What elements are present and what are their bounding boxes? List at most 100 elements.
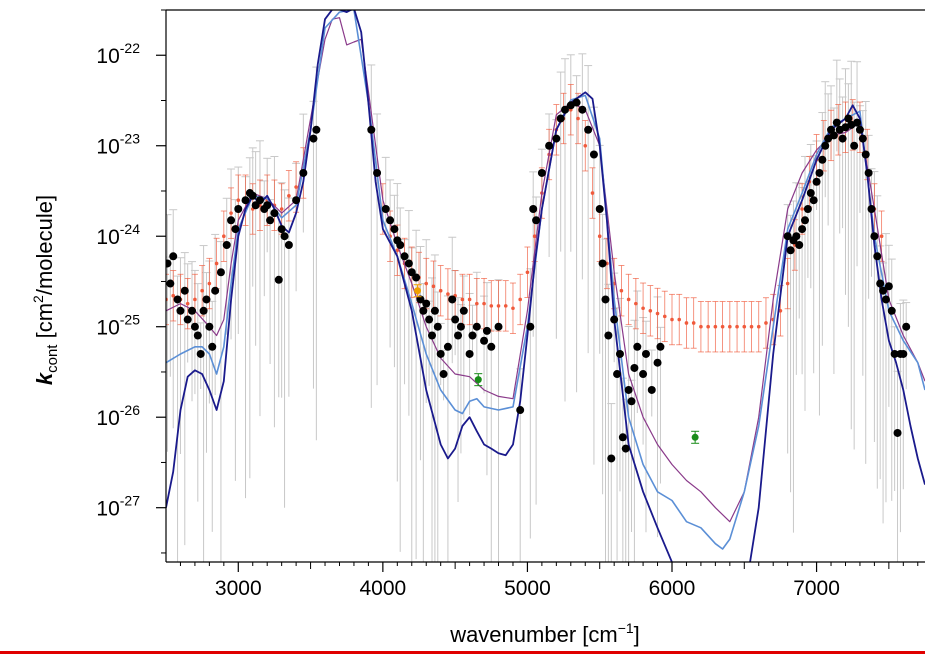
- black-data-point: [604, 331, 613, 340]
- x-tick-label: 4000: [359, 577, 406, 600]
- y-tick-label: 10-22: [96, 40, 140, 68]
- orange-point: [742, 324, 747, 329]
- black-data-point: [890, 349, 899, 358]
- orange-point: [699, 324, 703, 329]
- black-data-point: [809, 196, 818, 205]
- black-data-point: [537, 168, 546, 177]
- black-data-point: [870, 232, 879, 241]
- black-data-point: [864, 168, 873, 177]
- orange-point: [706, 324, 710, 329]
- black-data-point: [647, 385, 656, 394]
- black-data-point: [396, 240, 405, 249]
- black-data-point: [482, 326, 491, 335]
- black-data-point: [786, 246, 795, 255]
- black-data-point: [451, 315, 460, 324]
- y-tick-label: 10-26: [96, 402, 140, 430]
- orange-point: [431, 284, 436, 289]
- black-data-point: [627, 397, 636, 406]
- navy-line: [166, 10, 925, 562]
- orange-point: [634, 301, 638, 306]
- black-data-point: [443, 342, 452, 351]
- black-data-point: [610, 315, 619, 324]
- black-data-point: [381, 204, 390, 213]
- black-data-point: [234, 204, 243, 213]
- black-data-point: [867, 204, 876, 213]
- black-data-point: [169, 252, 178, 261]
- orange-point: [229, 211, 233, 215]
- black-data-point: [893, 428, 902, 437]
- black-data-point: [615, 349, 624, 358]
- black-data-point: [552, 134, 561, 143]
- black-data-point: [621, 444, 630, 453]
- black-data-point: [630, 363, 639, 372]
- orange-point: [583, 143, 588, 148]
- orange-point: [482, 301, 486, 306]
- orange-point: [518, 297, 522, 302]
- black-data-point: [176, 306, 185, 315]
- black-data-point: [556, 114, 565, 123]
- orange-point: [590, 191, 595, 195]
- black-data-point: [202, 295, 211, 304]
- black-data-point: [390, 225, 399, 234]
- black-data-point: [190, 322, 199, 331]
- black-data-point: [801, 216, 810, 225]
- gold-point: [414, 287, 422, 295]
- orange-point: [503, 304, 508, 308]
- black-data-point: [633, 342, 642, 351]
- black-data-point: [803, 204, 812, 213]
- axes: 3000 4000 5000 6000 7000 10-27 10-26 10-25 10-24…: [96, 9, 925, 600]
- black-data-point: [386, 216, 395, 225]
- black-data-point: [873, 252, 882, 261]
- black-data-point: [526, 322, 535, 331]
- orange-point: [171, 293, 176, 298]
- orange-point: [525, 270, 530, 275]
- black-data-point: [472, 322, 481, 331]
- black-data-point: [876, 279, 885, 288]
- orange-point: [597, 234, 602, 239]
- black-data-point: [448, 295, 457, 304]
- black-data-point: [231, 225, 240, 234]
- black-data-point: [309, 134, 318, 143]
- black-data-point: [312, 125, 321, 134]
- orange-point: [655, 311, 660, 316]
- black-data-point: [578, 105, 587, 114]
- black-data-point: [494, 322, 503, 331]
- black-data-point: [902, 322, 911, 331]
- black-data-point: [829, 131, 838, 140]
- black-data-point: [653, 358, 662, 367]
- black-data-point: [532, 216, 541, 225]
- black-data-point: [227, 216, 236, 225]
- black-data-point: [850, 141, 859, 150]
- orange-point: [756, 324, 761, 329]
- black-data-point: [798, 225, 807, 234]
- orange-point: [713, 324, 718, 329]
- black-data-point: [584, 125, 593, 134]
- black-data-point: [656, 342, 665, 351]
- orange-point: [749, 324, 754, 329]
- orange-point: [576, 116, 580, 121]
- orange-point: [185, 301, 190, 306]
- black-data-point: [166, 259, 172, 268]
- black-data-point: [222, 240, 231, 249]
- black-data-point: [216, 268, 225, 277]
- orange-point: [626, 297, 631, 302]
- orange-point: [193, 297, 197, 302]
- orange-point: [720, 324, 725, 329]
- black-data-point: [292, 196, 301, 205]
- black-data-point: [465, 349, 474, 358]
- black-data-point: [821, 141, 830, 150]
- bottom-red-rule: [0, 651, 925, 654]
- gray-error-bars: [166, 53, 911, 562]
- black-data-point: [255, 196, 264, 205]
- x-axis-label: wavenumber [cm−1]: [449, 620, 640, 647]
- orange-point: [294, 185, 298, 189]
- orange-point: [728, 324, 732, 329]
- orange-point: [438, 288, 443, 293]
- black-data-point: [407, 268, 416, 277]
- black-data-point: [430, 306, 439, 315]
- black-data-point: [516, 406, 525, 415]
- black-data-point: [248, 191, 257, 200]
- black-data-point: [263, 201, 272, 210]
- y-tick-label: 10-27: [96, 493, 140, 521]
- orange-point: [214, 261, 219, 266]
